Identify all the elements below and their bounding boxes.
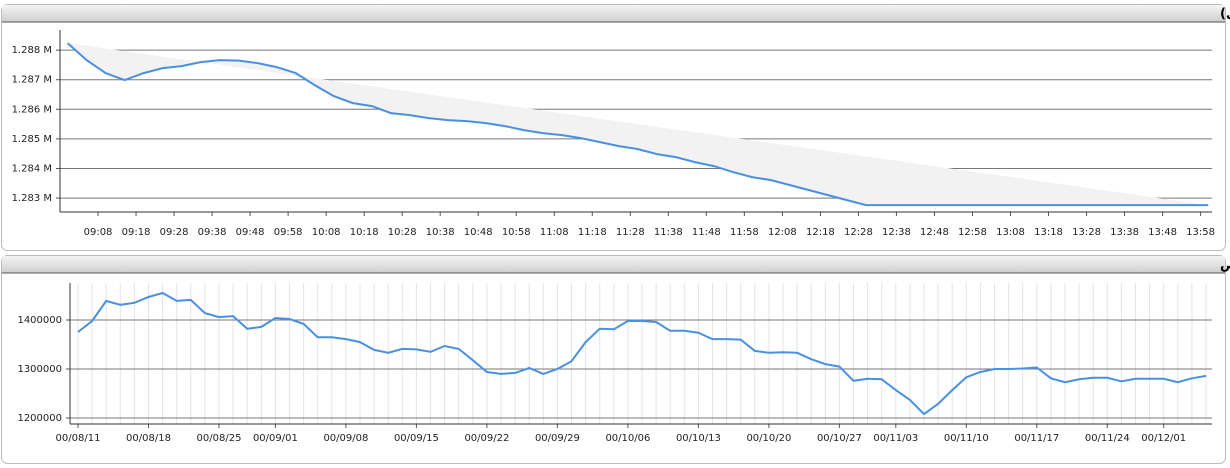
x-tick-label: 00/11/24 xyxy=(1085,433,1130,444)
x-tick-label: 00/08/18 xyxy=(126,433,171,444)
x-tick-label: 12:38 xyxy=(882,227,911,238)
x-tick-label: 00/09/08 xyxy=(323,433,368,444)
chart-title: نمودار شاخص xyxy=(1220,258,1230,273)
x-tick-label: 00/09/01 xyxy=(253,433,298,444)
x-tick-label: 10:48 xyxy=(464,227,493,238)
x-tick-label: 00/10/06 xyxy=(605,433,650,444)
x-tick-label: 11:18 xyxy=(578,227,607,238)
x-tick-label: 11:48 xyxy=(692,227,721,238)
x-tick-label: 10:28 xyxy=(388,227,417,238)
x-tick-label: 09:38 xyxy=(198,227,227,238)
x-tick-label: 10:08 xyxy=(312,227,341,238)
x-tick-label: 11:08 xyxy=(540,227,569,238)
x-tick-label: 00/10/27 xyxy=(817,433,862,444)
panel-header xyxy=(2,5,1225,22)
panel-header xyxy=(2,256,1225,273)
x-tick-label: 00/09/22 xyxy=(464,433,509,444)
y-tick-label: 1300000 xyxy=(17,364,62,375)
x-tick-label: 09:58 xyxy=(274,227,303,238)
y-tick-label: 1.287 M xyxy=(12,75,52,86)
x-tick-label: 13:18 xyxy=(1034,227,1063,238)
line xyxy=(66,42,1209,207)
x-tick-label: 12:08 xyxy=(768,227,797,238)
x-tick-label: 00/10/20 xyxy=(746,433,791,444)
x-tick-label: 00/11/03 xyxy=(873,433,918,444)
y-tick-label: 1.286 M xyxy=(12,104,52,115)
x-tick-label: 10:38 xyxy=(426,227,455,238)
x-tick-label: 11:28 xyxy=(616,227,645,238)
x-tick-label: 00/09/29 xyxy=(535,433,580,444)
x-tick-label: 00/11/10 xyxy=(944,433,989,444)
line xyxy=(77,291,1207,416)
x-tick-label: 12:58 xyxy=(958,227,987,238)
chart-title: شاخص کل (آخرین روز معاملاتی) xyxy=(1220,5,1230,22)
y-tick-label: 1.284 M xyxy=(12,163,52,174)
x-tick-label: 09:28 xyxy=(160,227,189,238)
x-tick-label: 00/10/13 xyxy=(676,433,721,444)
x-tick-label: 13:48 xyxy=(1148,227,1177,238)
x-tick-label: 11:38 xyxy=(654,227,683,238)
y-tick-label: 1.288 M xyxy=(12,45,52,56)
x-tick-label: 09:18 xyxy=(122,227,151,238)
x-tick-label: 00/08/25 xyxy=(197,433,242,444)
x-tick-label: 00/11/17 xyxy=(1014,433,1059,444)
x-tick-label: 12:18 xyxy=(806,227,835,238)
x-tick-label: 13:58 xyxy=(1186,227,1215,238)
x-tick-label: 00/09/15 xyxy=(394,433,439,444)
x-tick-label: 13:08 xyxy=(996,227,1025,238)
y-tick-label: 1.285 M xyxy=(12,134,52,145)
x-tick-label: 11:58 xyxy=(730,227,759,238)
x-tick-label: 13:38 xyxy=(1110,227,1139,238)
y-tick-label: 1400000 xyxy=(17,315,62,326)
x-tick-label: 10:18 xyxy=(350,227,379,238)
x-tick-label: 09:08 xyxy=(84,227,113,238)
x-tick-label: 10:58 xyxy=(502,227,531,238)
x-tick-label: 00/12/01 xyxy=(1141,433,1186,444)
y-tick-label: 1.283 M xyxy=(12,193,52,204)
x-tick-label: 12:28 xyxy=(844,227,873,238)
x-tick-label: 00/08/11 xyxy=(56,433,101,444)
y-tick-label: 1200000 xyxy=(17,413,62,424)
x-tick-label: 13:28 xyxy=(1072,227,1101,238)
x-tick-label: 12:48 xyxy=(920,227,949,238)
x-tick-label: 09:48 xyxy=(236,227,265,238)
